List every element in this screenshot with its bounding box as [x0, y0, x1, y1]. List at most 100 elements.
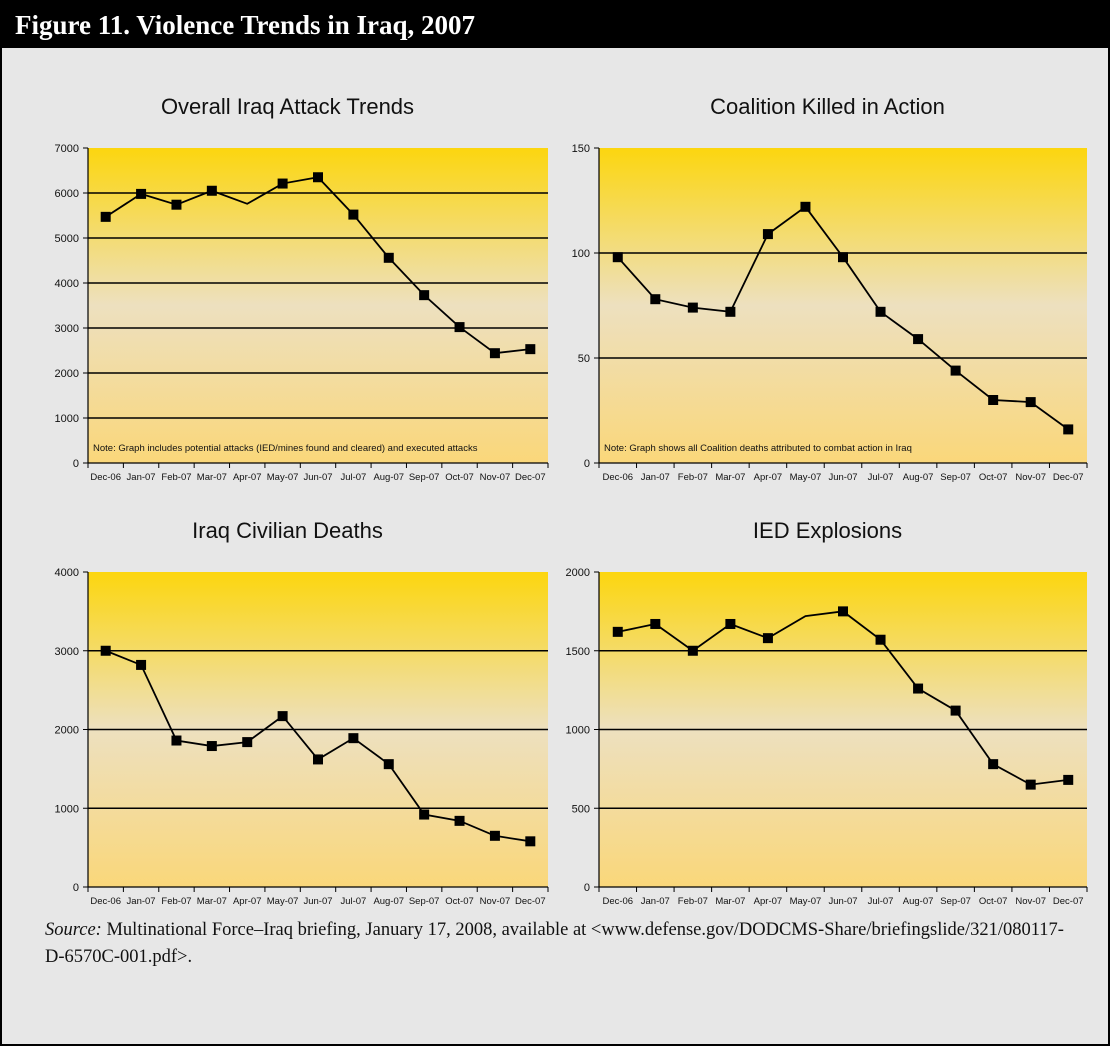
- data-point: [612, 252, 623, 263]
- data-point: [687, 645, 698, 656]
- data-point: [725, 618, 736, 629]
- data-point: [383, 759, 394, 770]
- x-tick-label: Jan-07: [641, 472, 670, 483]
- data-point: [950, 705, 961, 716]
- data-point: [800, 201, 811, 212]
- x-tick-label: Dec-06: [602, 472, 633, 483]
- data-point: [454, 815, 465, 826]
- data-point: [206, 741, 217, 752]
- source-text: Multinational Force–Iraq briefing, Janua…: [45, 920, 1064, 967]
- data-point: [136, 659, 147, 670]
- x-tick-label: May-07: [267, 896, 299, 907]
- x-tick-label: Jul-07: [868, 472, 894, 483]
- x-tick-label: Feb-07: [678, 472, 708, 483]
- data-point: [650, 618, 661, 629]
- x-tick-label: Aug-07: [373, 896, 404, 907]
- y-tick-label: 150: [572, 143, 590, 155]
- data-point: [313, 754, 323, 765]
- data-point: [419, 809, 430, 820]
- x-tick-label: Nov-07: [480, 896, 511, 907]
- x-tick-label: Jan-07: [127, 896, 156, 907]
- data-point: [725, 306, 736, 317]
- y-tick-label: 0: [73, 458, 79, 470]
- x-tick-label: Jun-07: [303, 896, 332, 907]
- x-tick-label: Mar-07: [197, 896, 227, 907]
- data-point: [100, 645, 111, 656]
- x-tick-label: Apr-07: [754, 472, 783, 483]
- data-point: [206, 185, 217, 196]
- plot-area: [599, 148, 1087, 463]
- data-point: [988, 395, 999, 405]
- data-point: [100, 211, 111, 222]
- figure-title: Figure 11. Violence Trends in Iraq, 2007: [15, 10, 476, 40]
- data-point: [277, 711, 288, 722]
- chart-panel-coalition-kia: Coalition Killed in Action 0 50 100 150 Dec-…: [555, 94, 1100, 504]
- x-tick-label: Sep-07: [940, 896, 971, 907]
- chart-panel-ied-explosions: IED Explosions 0 500 1000 1500 2000 Dec-06 Jan…: [555, 518, 1100, 928]
- data-point: [762, 633, 773, 644]
- x-tick-label: Mar-07: [715, 472, 745, 483]
- data-point: [454, 322, 465, 333]
- data-point: [838, 606, 848, 617]
- data-point: [875, 306, 886, 317]
- data-point: [383, 252, 394, 263]
- x-tick-label: Jan-07: [127, 472, 156, 483]
- x-tick-label: Aug-07: [903, 896, 934, 907]
- data-point: [242, 737, 253, 748]
- data-point: [838, 252, 848, 263]
- y-tick-label: 4000: [55, 278, 79, 290]
- y-tick-label: 2000: [566, 567, 590, 579]
- x-tick-label: Sep-07: [940, 472, 971, 483]
- chart-panel-civilian-deaths: Iraq Civilian Deaths 0 1000 2000 3000 4000 De…: [15, 518, 560, 928]
- x-tick-label: Jan-07: [641, 896, 670, 907]
- data-point: [525, 344, 536, 355]
- data-point: [612, 626, 623, 637]
- y-tick-label: 6000: [55, 188, 79, 200]
- x-tick-label: May-07: [267, 472, 299, 483]
- data-point: [136, 188, 147, 199]
- x-tick-label: Dec-07: [515, 896, 546, 907]
- x-tick-label: Jun-07: [303, 472, 332, 483]
- data-point: [1025, 397, 1036, 408]
- x-tick-label: Dec-06: [602, 896, 633, 907]
- y-tick-label: 1500: [566, 646, 590, 658]
- x-tick-label: Jul-07: [340, 896, 366, 907]
- data-point: [313, 172, 323, 183]
- y-tick-label: 1000: [55, 803, 79, 815]
- x-tick-label: Dec-07: [1053, 896, 1084, 907]
- x-tick-label: Apr-07: [233, 896, 262, 907]
- chart-note: Note: Graph shows all Coalition deaths a…: [604, 443, 912, 454]
- figure-header: Figure 11. Violence Trends in Iraq, 2007: [2, 2, 1108, 48]
- x-tick-label: Nov-07: [1015, 472, 1046, 483]
- data-point: [489, 830, 500, 841]
- x-tick-label: Nov-07: [1015, 896, 1046, 907]
- data-point: [489, 348, 500, 359]
- x-tick-label: May-07: [790, 896, 822, 907]
- chart-title: Overall Iraq Attack Trends: [160, 94, 415, 119]
- plot-area: [88, 148, 548, 463]
- y-tick-label: 0: [73, 882, 79, 894]
- data-point: [913, 683, 924, 694]
- data-point: [1063, 774, 1074, 785]
- chart-title: IED Explosions: [752, 518, 903, 543]
- data-point: [762, 229, 773, 240]
- x-tick-label: Dec-07: [1053, 472, 1084, 483]
- x-tick-label: Feb-07: [678, 896, 708, 907]
- data-point: [525, 836, 536, 847]
- y-tick-label: 0: [584, 458, 590, 470]
- data-point: [687, 302, 698, 313]
- data-point: [348, 209, 359, 220]
- x-tick-label: Aug-07: [903, 472, 934, 483]
- data-point: [875, 634, 886, 645]
- data-point: [1063, 424, 1074, 435]
- x-tick-label: Jul-07: [340, 472, 366, 483]
- x-tick-label: Feb-07: [161, 472, 191, 483]
- x-tick-label: Oct-07: [445, 896, 474, 907]
- data-point: [171, 199, 182, 210]
- data-point: [650, 294, 661, 305]
- y-tick-label: 0: [584, 882, 590, 894]
- x-tick-label: Jun-07: [828, 472, 857, 483]
- data-point: [171, 735, 182, 746]
- chart-attacks: 0 1000 2000 3000 4000 5000 6000 7000 Dec-06 Jan-0…: [55, 143, 549, 483]
